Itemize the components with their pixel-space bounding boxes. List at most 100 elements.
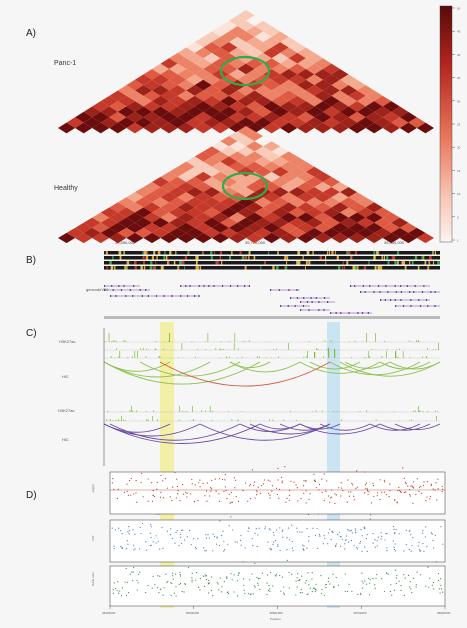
highlight-blue: [327, 322, 340, 608]
panel-label-d: D): [26, 490, 37, 501]
heatmap-cell: [211, 111, 229, 123]
heatmap-cell: [58, 122, 76, 134]
chromatin-segment: [397, 251, 400, 255]
heatmap-cell: [263, 161, 281, 172]
heatmap-cell: [203, 63, 221, 75]
scatter-point: [199, 577, 201, 580]
scatter-point: [412, 577, 415, 579]
scatter-point: [234, 487, 236, 489]
scatter-point: [194, 484, 196, 486]
chromatin-segment: [253, 256, 256, 260]
scatter-point: [133, 544, 135, 546]
chromatin-segment: [140, 266, 143, 270]
scatter-point: [133, 549, 135, 551]
heatmap-cell: [220, 227, 238, 238]
chromatin-segment: [187, 251, 189, 255]
heatmap-cell: [203, 106, 221, 118]
gene-exon: [418, 299, 420, 301]
scatter-point: [295, 594, 297, 596]
scatter-point: [126, 540, 128, 542]
gene-exon: [310, 297, 312, 299]
scatter-point: [368, 577, 370, 580]
chromatin-segment: [373, 251, 376, 255]
scatter-point: [289, 494, 291, 497]
scatter-point: [376, 573, 378, 576]
scatter-point: [410, 550, 412, 552]
heatmap-cell: [160, 69, 178, 80]
heatmap-cell: [246, 15, 264, 27]
scatter-point: [257, 534, 259, 536]
scatter-point: [402, 467, 404, 469]
peak-bar: [197, 348, 198, 350]
scatter-point: [206, 500, 208, 502]
scatter-point: [372, 485, 375, 487]
scatter-point: [415, 584, 417, 586]
chromatin-segment: [306, 251, 310, 255]
gene-exon: [323, 297, 326, 299]
heatmap-cell: [83, 117, 101, 128]
heatmap-cell: [152, 197, 170, 208]
peak-bar: [159, 356, 161, 358]
scatter-point: [430, 484, 432, 486]
scatter-point: [251, 538, 253, 540]
chromatin-segment: [153, 251, 156, 255]
chromatin-segment: [119, 256, 122, 260]
scatter-point: [197, 500, 199, 502]
scatter-point: [248, 485, 251, 487]
heatmap-cell: [228, 161, 246, 172]
peak-bar-tall: [314, 352, 316, 358]
chromatin-segment: [196, 256, 199, 260]
scatter-point: [405, 483, 407, 485]
heatmap-healthy: [58, 126, 434, 244]
scatter-point: [140, 532, 142, 535]
heatmap-cell: [340, 74, 358, 86]
heatmap-cell: [134, 227, 152, 238]
heatmap-cell: [186, 106, 204, 118]
peak-bar: [316, 348, 318, 350]
chromatin-segment: [160, 266, 163, 270]
chromatin-segment: [404, 266, 407, 270]
peak-bar: [220, 341, 222, 342]
peak-bar: [118, 419, 120, 421]
heatmap-cell: [357, 106, 375, 118]
scatter-point: [208, 579, 210, 582]
peak-bar: [350, 357, 352, 358]
gene-exon: [213, 285, 215, 287]
scatter-point: [214, 478, 216, 480]
scatter-point: [262, 483, 264, 485]
scatter-point: [193, 501, 196, 503]
gene-exon: [110, 295, 112, 297]
heatmap-cell: [177, 47, 195, 59]
chromatin-segment: [298, 261, 301, 265]
heatmap-cell: [374, 117, 392, 128]
scatter-point: [361, 550, 363, 552]
scatter-point: [386, 572, 388, 574]
scatter-point: [218, 500, 221, 503]
chromatin-segment: [297, 251, 300, 255]
scatter-point: [223, 490, 225, 492]
chromatin-segment: [164, 251, 166, 255]
scatter-point: [308, 498, 310, 501]
scatter-point: [150, 482, 153, 484]
heatmap-cell: [305, 106, 323, 118]
scatter-point: [218, 544, 221, 547]
heatmap-cell: [322, 85, 340, 96]
chromatin-segment: [312, 251, 314, 255]
scatter-point: [314, 480, 317, 483]
heatmap-cell: [169, 85, 187, 96]
heatmap-cell: [211, 26, 229, 37]
scatter-point: [257, 577, 259, 580]
chromatin-track: [104, 261, 440, 265]
peak-bar: [307, 351, 308, 358]
scatter-point: [410, 588, 412, 590]
scatter-point: [387, 573, 389, 575]
scatter-point: [114, 587, 117, 590]
heatmap-cell: [237, 197, 255, 208]
peak-bar: [413, 410, 415, 412]
scatter-point: [315, 487, 317, 489]
gene-exon: [244, 285, 246, 287]
scatter-point: [247, 530, 249, 532]
gene-exon: [413, 291, 415, 293]
gene-track-label: gencodeV29: [86, 287, 109, 292]
scatter-point: [315, 583, 317, 585]
